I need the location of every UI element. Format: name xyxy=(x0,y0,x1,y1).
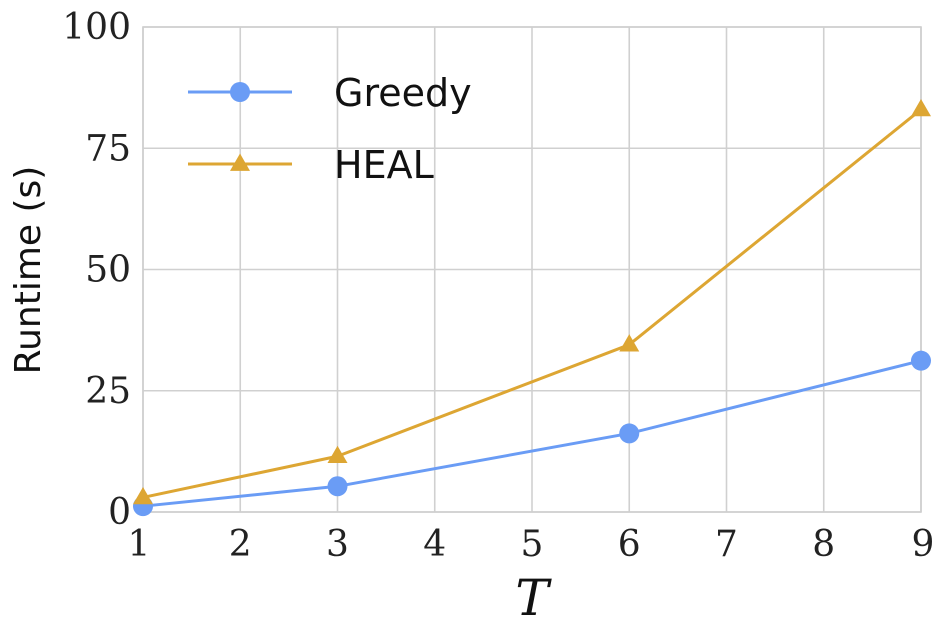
data-point-greedy xyxy=(619,423,640,444)
y-tick-label: 100 xyxy=(62,7,131,48)
series-greedy xyxy=(133,350,931,517)
y-tick-label: 50 xyxy=(85,250,131,291)
data-point-heal xyxy=(619,334,640,352)
data-point-heal xyxy=(133,486,153,505)
data-point-heal xyxy=(911,98,931,117)
y-tick-label: 75 xyxy=(85,128,131,169)
x-tick-label: 5 xyxy=(521,524,544,565)
y-tick-label: 0 xyxy=(108,492,131,533)
legend-label: Greedy xyxy=(334,71,472,115)
y-tick-label: 25 xyxy=(85,371,131,412)
x-tick-label: 7 xyxy=(715,524,738,565)
x-tick-label: 3 xyxy=(326,524,349,565)
x-tick-label: 4 xyxy=(423,524,446,565)
legend-marker-circle-icon xyxy=(230,82,250,102)
data-point-greedy xyxy=(911,350,931,371)
legend-marker-triangle-icon xyxy=(230,153,250,171)
y-axis-label: Runtime (s) xyxy=(8,166,49,375)
x-tick-label: 9 xyxy=(912,524,935,565)
series-layer xyxy=(133,98,931,517)
y-tick-labels: 0 25 50 75 100 xyxy=(62,7,131,533)
x-axis-label: T xyxy=(515,569,552,627)
series-line-greedy xyxy=(142,359,922,508)
series-line-heal xyxy=(142,108,922,499)
x-tick-label: 1 xyxy=(128,524,151,565)
plot-frame xyxy=(142,26,922,513)
legend-label: HEAL xyxy=(334,143,434,187)
grid xyxy=(142,26,922,513)
legend: Greedy HEAL xyxy=(188,71,472,187)
x-tick-label: 6 xyxy=(618,524,641,565)
series-heal xyxy=(133,98,931,505)
axes xyxy=(142,26,922,513)
x-tick-labels: 1 2 3 4 5 6 7 8 9 xyxy=(128,524,935,565)
legend-item-greedy: Greedy xyxy=(188,71,472,115)
legend-item-heal: HEAL xyxy=(188,143,434,187)
x-tick-label: 2 xyxy=(229,524,252,565)
data-point-heal xyxy=(327,445,348,464)
x-tick-label: 8 xyxy=(812,524,835,565)
data-point-greedy xyxy=(327,476,348,497)
